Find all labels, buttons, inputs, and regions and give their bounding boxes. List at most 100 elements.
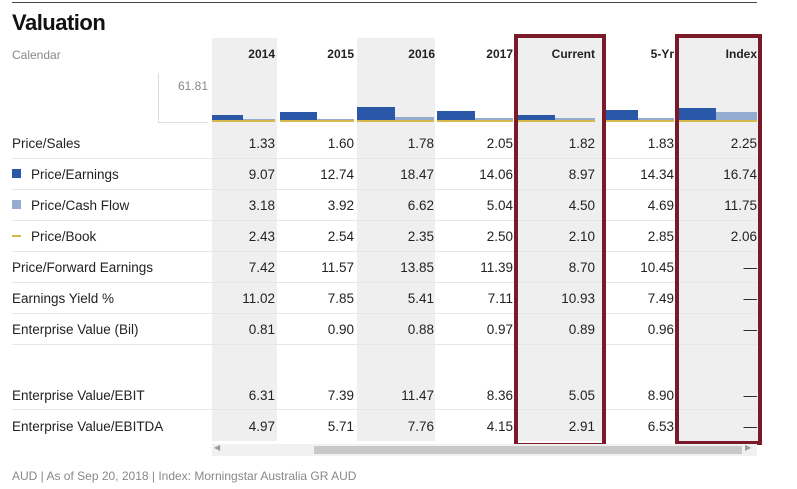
- table-cell: 7.39: [327, 388, 354, 403]
- scroll-left-arrow-icon[interactable]: ◀: [214, 443, 221, 452]
- table-cell: 5.04: [486, 198, 513, 213]
- table-cell: 6.62: [407, 198, 434, 213]
- table-cell: 11.39: [480, 260, 513, 275]
- table-cell: 8.97: [568, 167, 595, 182]
- table-cell: 12.74: [320, 167, 354, 182]
- legend-price-earnings-icon: [12, 169, 21, 178]
- table-cell: 1.60: [327, 136, 354, 151]
- chart-axis-base: [158, 122, 208, 123]
- table-cell: 2.06: [730, 229, 757, 244]
- table-cell: —: [743, 419, 758, 434]
- table-cell: 2.35: [407, 229, 434, 244]
- table-cell: 0.96: [647, 322, 674, 337]
- header-2014: 2014: [248, 47, 275, 61]
- header-5yr: 5-Yr: [650, 47, 674, 61]
- table-cell: 11.47: [401, 388, 434, 403]
- table-cell: 2.43: [248, 229, 275, 244]
- row-divider: [12, 344, 757, 345]
- row-label: Price/Book: [12, 229, 96, 244]
- line-price-book-6: [676, 120, 757, 123]
- current-column-highlight: [514, 34, 606, 447]
- bar-price-earnings-2: [357, 107, 395, 122]
- column-shade-2016: [357, 38, 435, 441]
- table-cell: 11.75: [724, 198, 757, 213]
- row-divider: [12, 282, 757, 283]
- table-cell: 3.92: [327, 198, 354, 213]
- table-cell: 2.91: [568, 419, 595, 434]
- bar-price-cash-flow-4: [555, 118, 595, 122]
- table-cell: 7.49: [647, 291, 674, 306]
- table-cell: 2.85: [647, 229, 674, 244]
- table-cell: 6.31: [248, 388, 275, 403]
- table-cell: 11.02: [242, 291, 275, 306]
- top-rule: [12, 2, 757, 3]
- header-2016: 2016: [408, 47, 435, 61]
- table-cell: 9.07: [248, 167, 275, 182]
- table-cell: 10.93: [561, 291, 595, 306]
- bar-price-earnings-6: [676, 108, 716, 122]
- row-label: Earnings Yield %: [12, 291, 114, 306]
- table-cell: 11.57: [321, 260, 354, 275]
- table-cell: —: [743, 291, 758, 306]
- table-cell: 7.11: [487, 291, 513, 306]
- scroll-right-arrow-icon[interactable]: ▶: [745, 443, 752, 452]
- table-cell: 7.76: [407, 419, 434, 434]
- calendar-label: Calendar: [12, 48, 61, 62]
- table-cell: 14.06: [479, 167, 513, 182]
- row-label-text: Price/Book: [31, 229, 97, 244]
- row-label-text: Price/Cash Flow: [31, 198, 130, 213]
- table-cell: 1.78: [407, 136, 434, 151]
- table-cell: 1.83: [647, 136, 674, 151]
- table-cell: 0.88: [407, 322, 434, 337]
- table-cell: 0.81: [248, 322, 275, 337]
- table-cell: 7.42: [248, 260, 275, 275]
- bar-price-cash-flow-2: [395, 116, 434, 122]
- table-cell: 3.18: [248, 198, 275, 213]
- table-cell: 2.05: [486, 136, 513, 151]
- footer-note: AUD | As of Sep 20, 2018 | Index: Mornin…: [12, 469, 357, 483]
- table-cell: 16.74: [723, 167, 757, 182]
- column-shade-index: [676, 38, 758, 441]
- table-cell: 1.82: [568, 136, 595, 151]
- row-divider: [12, 220, 757, 221]
- row-label-text: Enterprise Value (Bil): [12, 322, 139, 337]
- table-cell: 13.85: [400, 260, 434, 275]
- row-label: Enterprise Value/EBITDA: [12, 419, 163, 434]
- header-index: Index: [725, 47, 757, 61]
- table-cell: —: [743, 388, 758, 403]
- row-label-text: Earnings Yield %: [12, 291, 115, 306]
- column-shade-current: [515, 38, 603, 441]
- line-price-book-2: [357, 120, 434, 123]
- row-label: Price/Sales: [12, 136, 80, 151]
- table-cell: 8.36: [486, 388, 513, 403]
- bar-price-earnings-3: [437, 110, 475, 122]
- section-title: Valuation: [12, 10, 106, 35]
- row-divider: [12, 251, 757, 252]
- table-cell: 4.15: [486, 419, 513, 434]
- line-price-book-1: [280, 119, 354, 122]
- header-2017: 2017: [486, 47, 513, 61]
- line-price-book-3: [437, 119, 513, 122]
- table-cell: 4.97: [248, 419, 275, 434]
- bar-price-earnings-5: [603, 110, 638, 122]
- table-cell: —: [743, 322, 758, 337]
- row-label: Enterprise Value (Bil): [12, 322, 139, 337]
- row-divider: [12, 158, 757, 159]
- row-label: Price/Cash Flow: [12, 198, 129, 213]
- scrollbar-thumb[interactable]: [314, 446, 742, 454]
- table-cell: 2.10: [568, 229, 595, 244]
- table-cell: 0.90: [327, 322, 354, 337]
- row-label-text: Price/Sales: [12, 136, 81, 151]
- table-cell: 0.97: [486, 322, 513, 337]
- bar-price-cash-flow-3: [475, 117, 513, 122]
- table-cell: 2.54: [327, 229, 354, 244]
- header-2015: 2015: [327, 47, 354, 61]
- table-cell: —: [743, 260, 758, 275]
- table-cell: 7.85: [327, 291, 354, 306]
- table-cell: 0.89: [568, 322, 595, 337]
- row-label-text: Enterprise Value/EBIT: [12, 388, 145, 403]
- bar-price-earnings-1: [280, 111, 317, 122]
- chart-axis-max-label: 61.81: [177, 79, 208, 93]
- row-label-text: Enterprise Value/EBITDA: [12, 419, 164, 434]
- row-label: Price/Earnings: [12, 167, 119, 182]
